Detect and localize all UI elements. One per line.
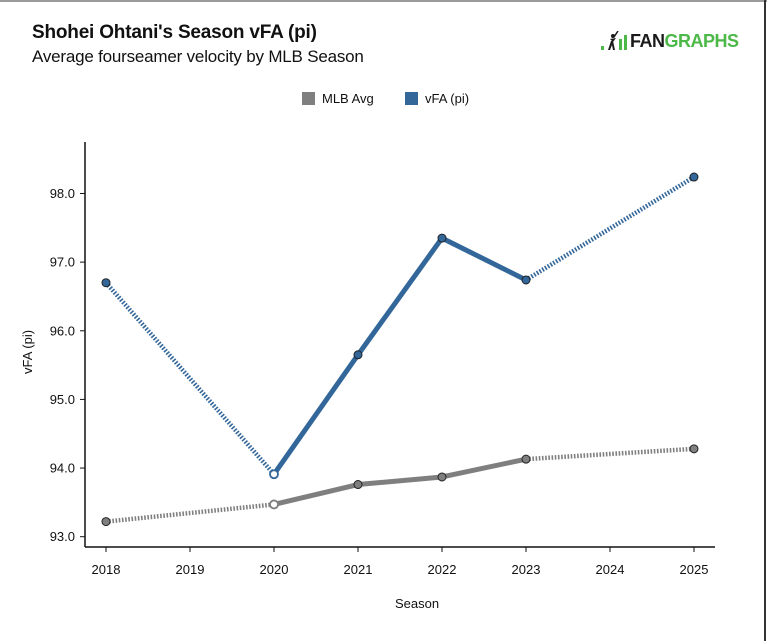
logo-text-fan: FAN (630, 30, 665, 51)
line-segment (271, 353, 361, 476)
y-axis-title: vFA (pi) (20, 330, 35, 374)
data-point-mlb-avg-2025[interactable] (689, 444, 699, 454)
legend-label-vfa: vFA (pi) (425, 91, 469, 106)
logo-text-graphs: GRAPHS (664, 30, 740, 51)
legend-swatch-mlb-avg (302, 92, 315, 105)
axes: 93.0 94.0 95.0 96.0 97.0 98.0 2018 2019 2020 2021… (50, 142, 715, 577)
data-point-vfa-2021[interactable] (353, 350, 363, 360)
top-border (0, 0, 767, 2)
fangraphs-batter-icon (601, 31, 627, 50)
x-tick-label: 2024 (596, 562, 625, 577)
x-tick-label: 2018 (92, 562, 121, 577)
data-point-vfa-2025[interactable] (689, 172, 699, 182)
x-tick-label: 2019 (176, 562, 205, 577)
data-point-vfa-2018[interactable] (101, 278, 111, 288)
data-point-mlb-avg-2021[interactable] (353, 480, 363, 490)
data-point-vfa-2020[interactable] (269, 469, 279, 480)
line-segment-interpolated (524, 175, 696, 282)
data-point-vfa-2022[interactable] (437, 233, 447, 243)
y-tick-label: 95.0 (50, 392, 75, 407)
line-segment (357, 474, 443, 488)
line-segment (273, 482, 359, 507)
line-segment-interpolated (105, 502, 275, 524)
legend: MLB Avg vFA (pi) (302, 91, 469, 106)
y-tick-label: 98.0 (50, 186, 75, 201)
line-segment-interpolated (525, 446, 695, 462)
y-tick-label: 97.0 (50, 255, 75, 270)
data-point-mlb-avg-2023[interactable] (521, 454, 531, 464)
x-tick-label: 2025 (680, 562, 709, 577)
fangraphs-logo: FAN GRAPHS (600, 30, 739, 52)
series-mlb-avg (101, 444, 699, 527)
series-layer (101, 172, 699, 527)
data-point-mlb-avg-2022[interactable] (437, 472, 447, 482)
chart-title: Shohei Ohtani's Season vFA (pi) (32, 22, 317, 43)
series-vfa (101, 172, 699, 480)
x-tick-label: 2020 (260, 562, 289, 577)
x-tick-label: 2023 (512, 562, 541, 577)
y-tick-label: 96.0 (50, 323, 75, 338)
line-segment (355, 236, 445, 357)
x-axis-title: Season (395, 596, 439, 611)
x-tick-label: 2021 (344, 562, 373, 577)
line-segment (440, 235, 528, 283)
legend-label-mlb-avg: MLB Avg (322, 91, 374, 106)
line-segment-interpolated (104, 281, 276, 476)
chart-subtitle: Average fourseamer velocity by MLB Seaso… (32, 47, 364, 66)
right-border (764, 0, 766, 641)
x-tick-label: 2022 (428, 562, 457, 577)
y-tick-label: 94.0 (50, 461, 75, 476)
legend-swatch-vfa (405, 92, 418, 105)
y-tick-label: 93.0 (50, 529, 75, 544)
line-segment (441, 456, 527, 480)
data-point-mlb-avg-2018[interactable] (101, 517, 111, 527)
data-point-mlb-avg-2020[interactable] (269, 499, 279, 510)
data-point-vfa-2023[interactable] (521, 275, 531, 285)
